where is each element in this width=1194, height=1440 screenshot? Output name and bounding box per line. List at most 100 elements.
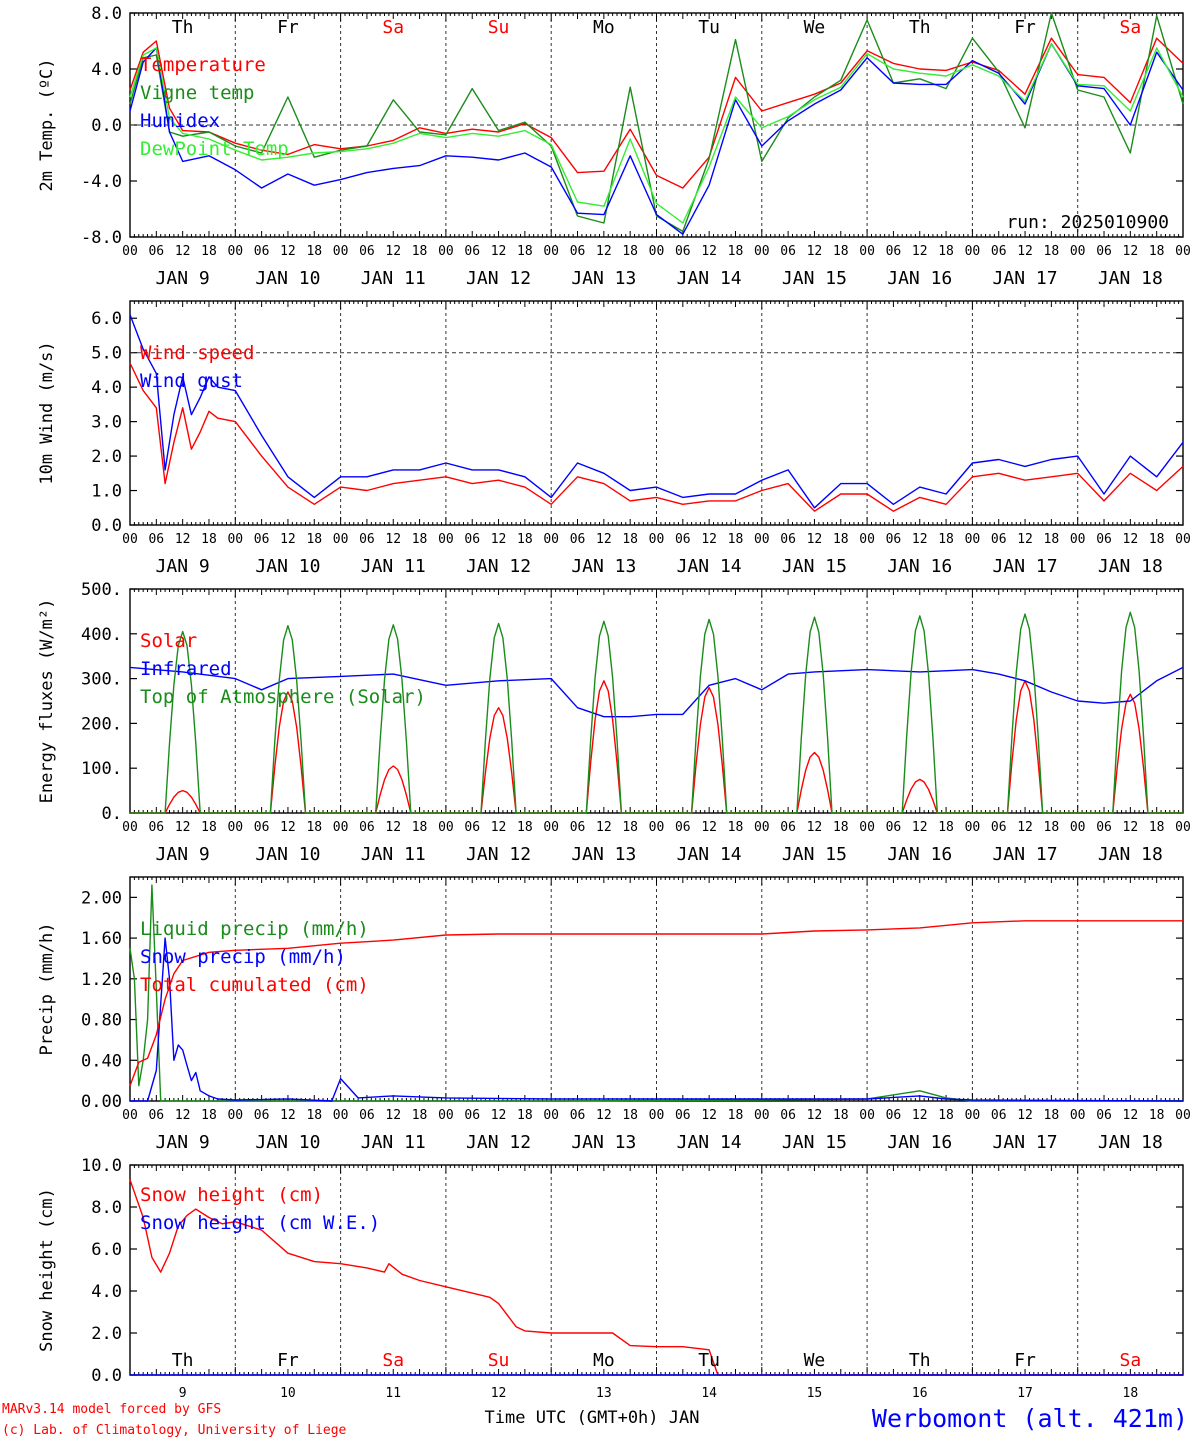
legend-entry: Liquid precip (mm/h) [140,918,369,940]
day-name-label: Sa [1120,17,1142,38]
hour-tick-label: 12 [385,532,401,547]
date-label: JAN 10 [255,268,320,289]
hour-tick-label: 12 [385,244,401,259]
hour-tick-label: 12 [385,1108,401,1123]
hour-tick-label: 06 [991,820,1007,835]
legend-entry: Wind speed [140,342,254,364]
date-label: JAN 14 [677,268,742,289]
hour-tick-label: 12 [596,532,612,547]
date-label: JAN 15 [782,268,847,289]
date-label: JAN 10 [255,1132,320,1153]
day-number-label: 10 [280,1386,296,1401]
hour-tick-label: 00 [1175,532,1191,547]
hour-tick-label: 12 [491,820,507,835]
date-label: JAN 17 [993,1132,1058,1153]
hour-tick-label: 18 [201,820,217,835]
hour-tick-label: 18 [412,1108,428,1123]
series-line-4 [129,43,1184,224]
y-tick-label: 4.0 [91,60,122,80]
hour-tick-label: 18 [622,532,638,547]
hour-tick-label: 00 [438,1108,454,1123]
hour-tick-label: 18 [1149,1108,1165,1123]
hour-tick-label: 12 [175,532,191,547]
hour-tick-label: 00 [1175,244,1191,259]
series-line-2 [130,937,1184,1102]
y-tick-label: 3.0 [91,413,122,433]
hour-tick-label: 18 [517,244,533,259]
y-tick-label: 2.00 [81,888,122,908]
chart-panel-1: 8.0 4.0 0.0 -4.0 -8.0 2m Temp. (ºC) Temperatur… [37,4,1191,289]
day-name-label: Mo [593,17,615,38]
y-axis-label: Energy fluxes (W/m²) [37,599,57,804]
hour-tick-label: 18 [622,820,638,835]
hour-tick-label: 12 [701,244,717,259]
hour-tick-label: 06 [254,1108,270,1123]
hour-tick-label: 18 [728,244,744,259]
hour-tick-label: 18 [201,244,217,259]
hour-tick-label: 12 [1123,820,1139,835]
hour-tick-label: 00 [543,532,559,547]
hour-tick-label: 00 [965,532,981,547]
hour-tick-label: 18 [938,1108,954,1123]
day-name-label: Tu [698,1350,720,1371]
hour-tick-label: 12 [1017,244,1033,259]
date-label: JAN 13 [571,1132,636,1153]
hour-tick-label: 00 [859,244,875,259]
y-tick-label: 300. [81,670,122,690]
hour-tick-label: 06 [464,532,480,547]
hour-tick-label: 12 [912,1108,928,1123]
hour-tick-label: 00 [859,820,875,835]
y-tick-label: 6.0 [91,309,122,329]
hour-tick-label: 06 [886,532,902,547]
y-tick-label: 200. [81,714,122,734]
date-label: JAN 17 [993,844,1058,865]
y-tick-label: -4.0 [81,172,122,192]
y-tick-label: 0. [102,804,122,824]
hour-tick-label: 18 [412,244,428,259]
y-tick-label: 400. [81,625,122,645]
hour-tick-label: 00 [754,532,770,547]
hour-tick-label: 12 [491,244,507,259]
date-label: JAN 18 [1098,268,1163,289]
hour-tick-label: 06 [359,820,375,835]
date-label: JAN 17 [993,556,1058,577]
hour-tick-label: 06 [991,1108,1007,1123]
y-tick-label: 4.0 [91,1282,122,1302]
day-name-label: Th [172,1350,194,1371]
hour-tick-label: 06 [148,1108,164,1123]
day-number-label: 18 [1123,1386,1139,1401]
y-axis-label: Snow height (cm) [37,1188,57,1352]
legend-entry: Vigne temp [140,82,254,104]
hour-tick-label: 06 [675,1108,691,1123]
hour-tick-label: 18 [1044,820,1060,835]
y-tick-label: 0.80 [81,1011,122,1031]
hour-tick-label: 12 [1017,532,1033,547]
hour-tick-label: 00 [965,1108,981,1123]
y-tick-label: -8.0 [81,228,122,248]
date-label: JAN 16 [887,556,952,577]
hour-tick-label: 12 [280,820,296,835]
hour-tick-label: 12 [175,820,191,835]
day-name-label: Th [909,1350,931,1371]
hour-tick-label: 06 [886,820,902,835]
hour-tick-label: 18 [622,244,638,259]
hour-tick-label: 00 [543,1108,559,1123]
hour-tick-label: 12 [175,1108,191,1123]
day-number-label: 13 [596,1386,612,1401]
hour-tick-label: 00 [754,1108,770,1123]
hour-tick-label: 00 [227,1108,243,1123]
y-tick-label: 1.0 [91,482,122,502]
hour-tick-label: 06 [780,1108,796,1123]
date-label: JAN 14 [677,844,742,865]
hour-tick-label: 00 [333,820,349,835]
lab-credit: (c) Lab. of Climatology, University of L… [2,1423,347,1438]
hour-tick-label: 06 [148,532,164,547]
hour-tick-label: 12 [596,244,612,259]
y-tick-label: 0.0 [91,516,122,536]
y-tick-label: 0.00 [81,1092,122,1112]
day-name-label: Tu [698,17,720,38]
hour-tick-label: 18 [412,820,428,835]
hour-tick-label: 18 [306,244,322,259]
hour-tick-label: 06 [1096,820,1112,835]
hour-tick-label: 00 [543,244,559,259]
